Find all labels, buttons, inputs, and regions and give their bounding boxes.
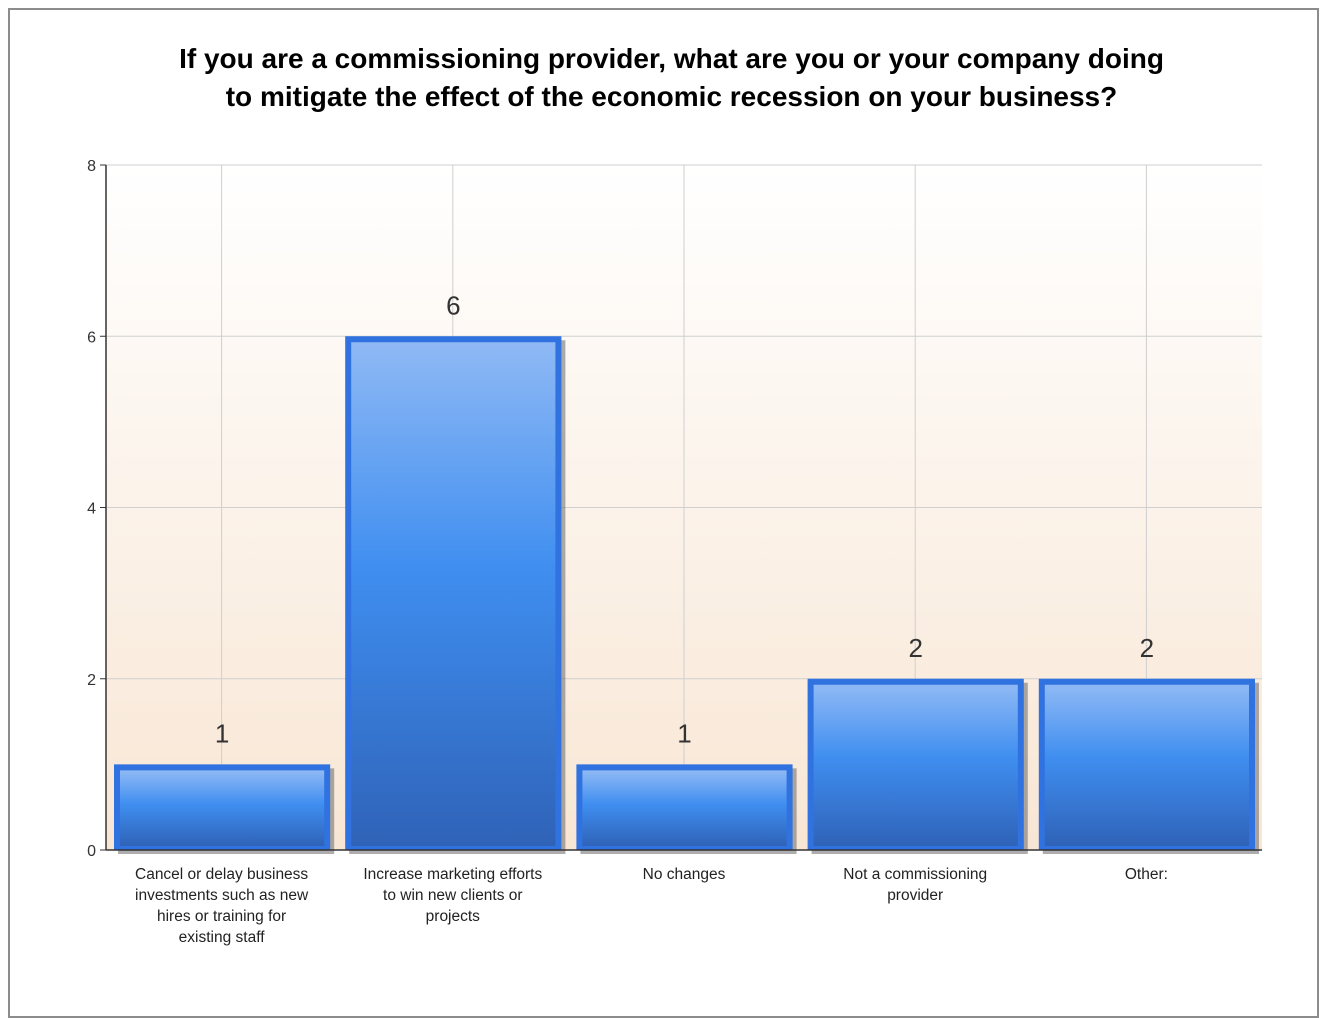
bar-group — [1038, 678, 1259, 854]
x-tick-label-line: provider — [887, 887, 943, 904]
data-label: 6 — [446, 290, 460, 320]
x-tick-label-line: investments such as new — [135, 887, 309, 904]
bar-group — [807, 678, 1028, 854]
x-tick-label-line: Not a commissioning — [843, 866, 987, 883]
y-tick-label: 4 — [87, 501, 96, 518]
x-tick-label: Not a commissioning provider — [843, 866, 987, 904]
y-tick-label: 8 — [87, 158, 96, 175]
bar-group — [345, 336, 566, 854]
data-label: 2 — [908, 633, 922, 663]
bar-face — [120, 770, 325, 846]
bar-face — [351, 342, 556, 846]
y-tick-label: 0 — [87, 843, 96, 860]
chart-title-line-1: If you are a commissioning provider, wha… — [179, 43, 1164, 74]
bar-group — [114, 764, 335, 854]
x-tick-label: Increase marketing efforts to win new cli… — [363, 866, 542, 925]
y-tick-label: 6 — [87, 329, 96, 346]
x-tick-label-line: Cancel or delay business — [135, 866, 308, 883]
bar-face — [1044, 684, 1249, 846]
x-tick-label-line: hires or training for — [157, 908, 286, 925]
x-tick-label: No changes — [643, 866, 726, 883]
x-tick-label: Other: — [1125, 866, 1168, 883]
y-tick-label: 2 — [87, 672, 96, 689]
chart-title: If you are a commissioning provider, wha… — [0, 40, 1323, 116]
data-label: 1 — [677, 718, 691, 748]
x-tick-label-line: to win new clients or — [383, 887, 523, 904]
x-tick-label-line: existing staff — [179, 929, 266, 946]
data-label: 2 — [1140, 633, 1154, 663]
x-tick-label-line: Increase marketing efforts — [363, 866, 542, 883]
x-tick-label-line: projects — [426, 908, 481, 925]
bar-face — [813, 684, 1018, 846]
data-label: 1 — [215, 718, 229, 748]
x-tick-label-line: No changes — [643, 866, 726, 883]
bar-group — [576, 764, 797, 854]
bar-face — [582, 770, 787, 846]
chart-title-line-2: to mitigate the effect of the economic r… — [225, 81, 1118, 112]
x-tick-label-line: Other: — [1125, 866, 1168, 883]
x-tick-label: Cancel or delay business investments such… — [135, 866, 309, 946]
